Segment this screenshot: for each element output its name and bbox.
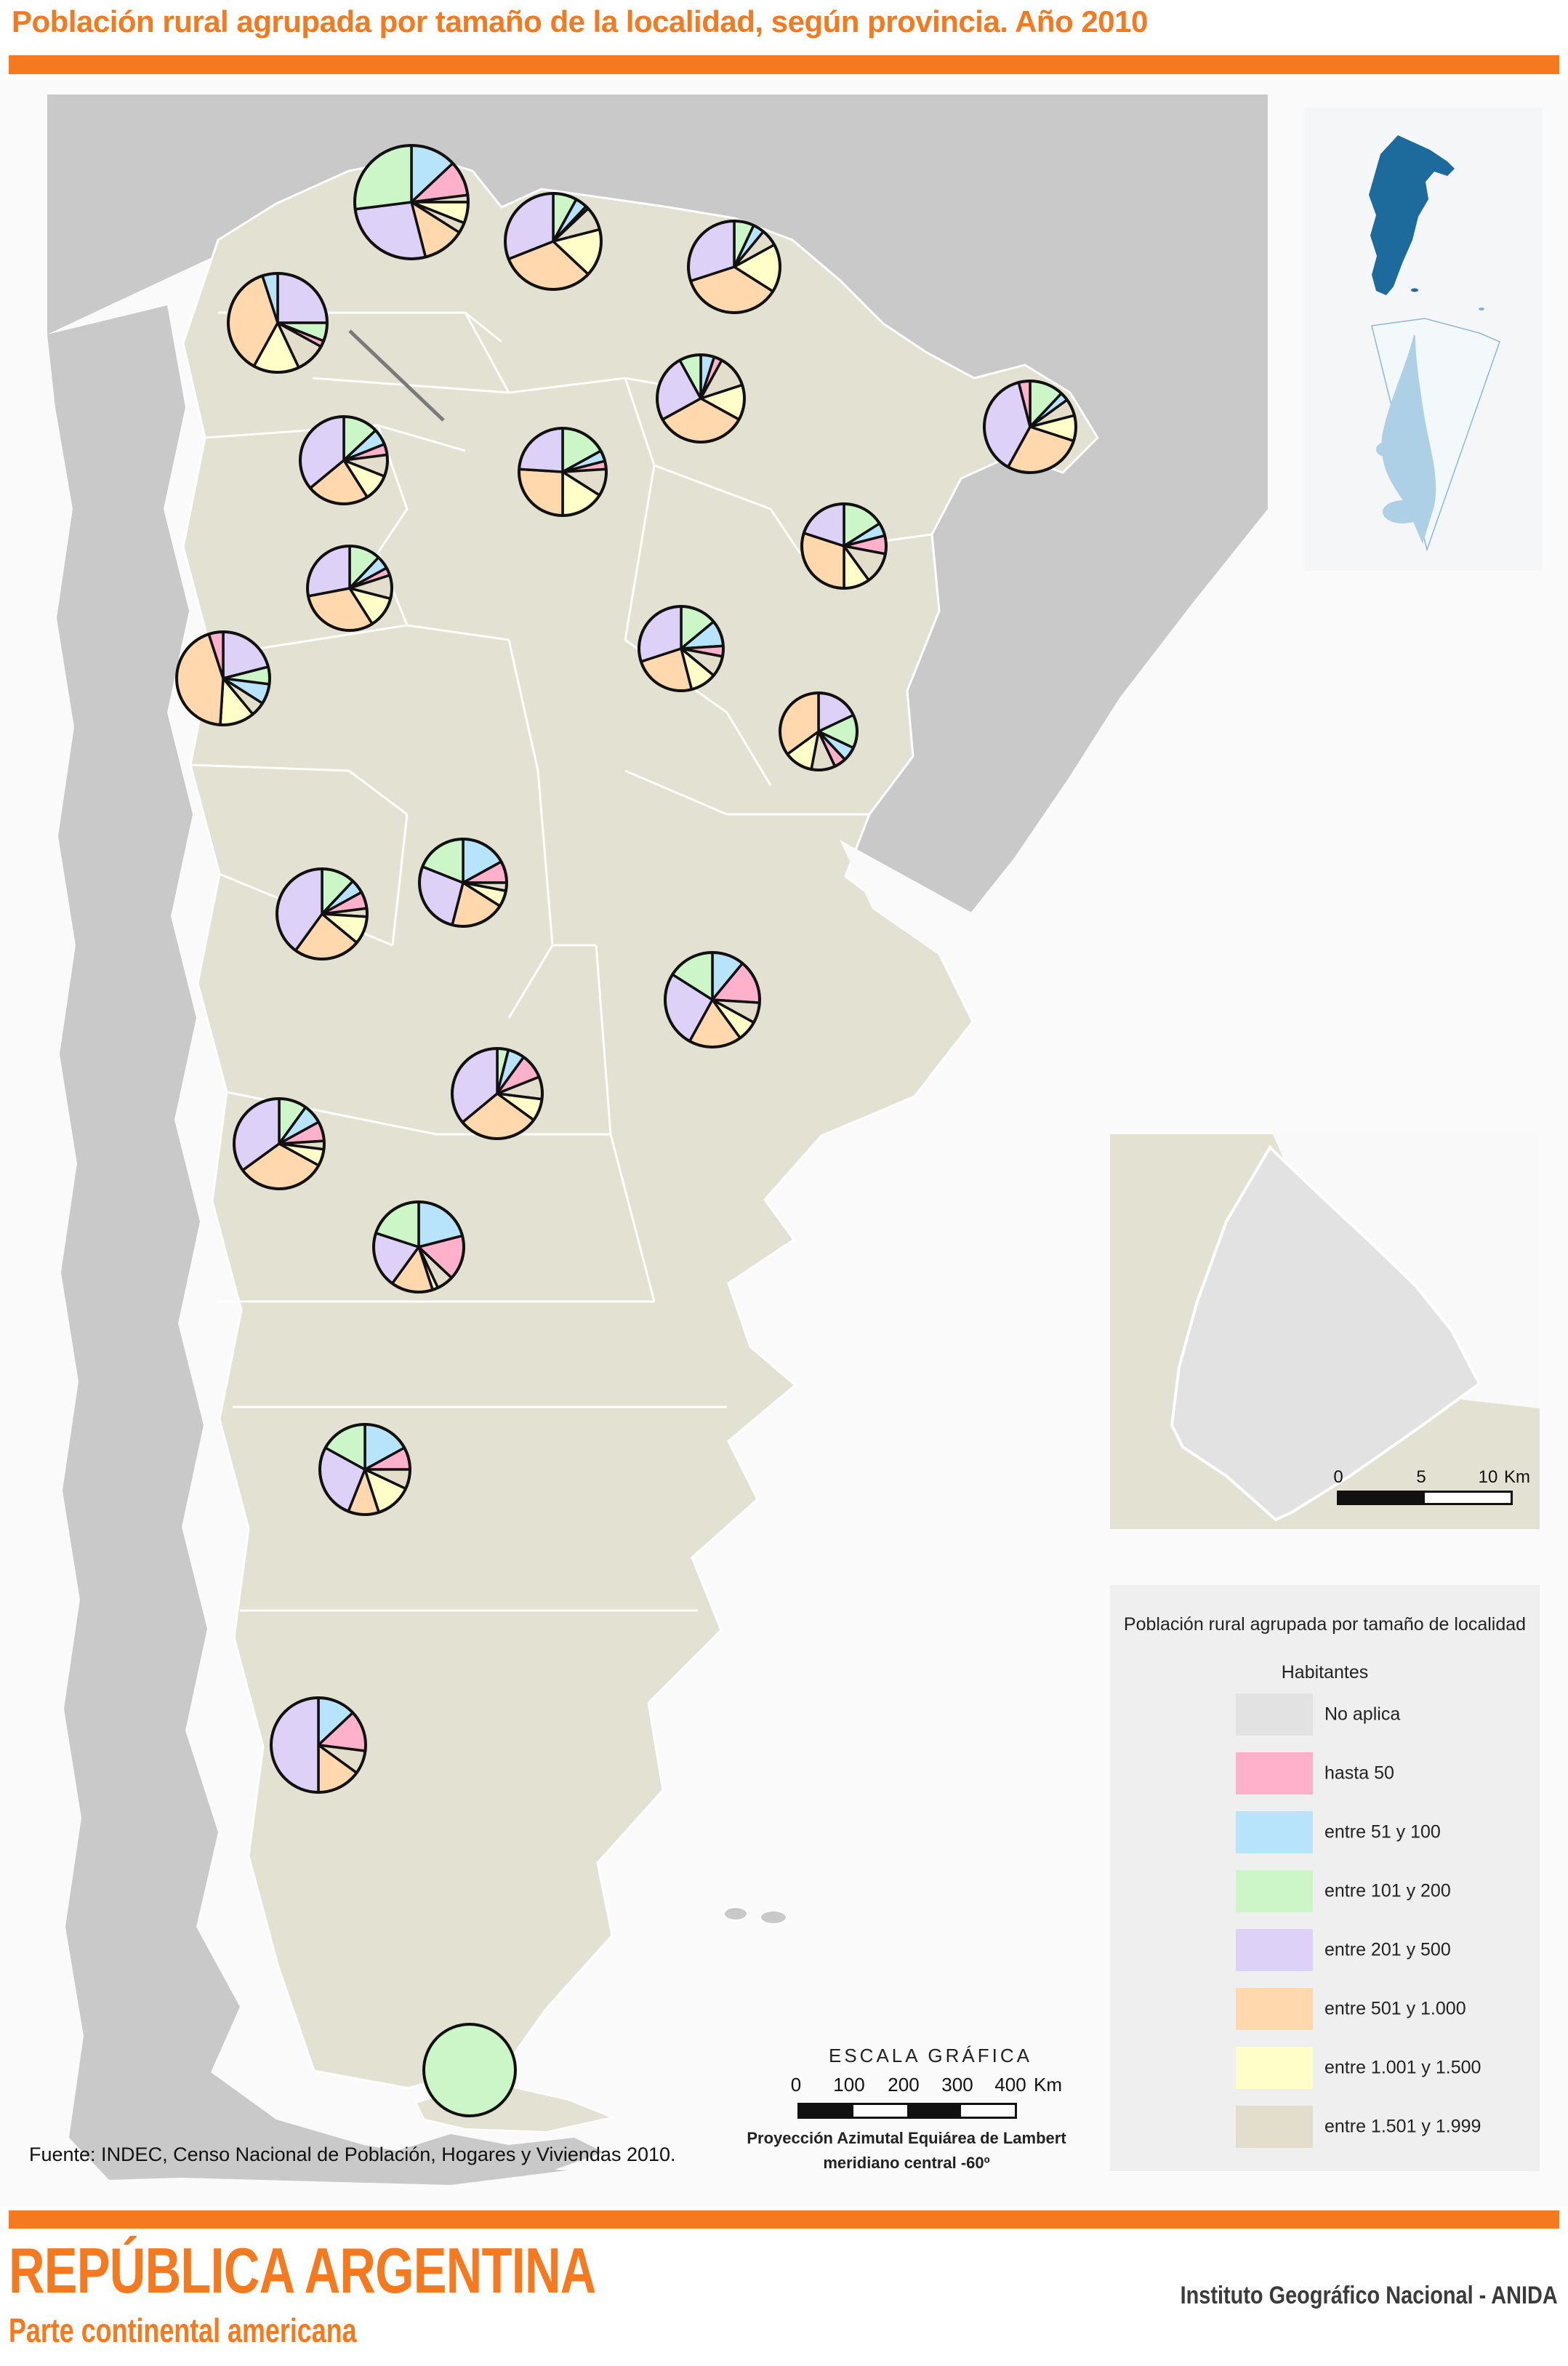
- projection-line-2: meridiano central -60º: [823, 2154, 990, 2172]
- province-pie-charts: [175, 144, 1077, 2117]
- malvinas-east-island: [760, 1910, 787, 1925]
- pie-22-slice: [422, 2023, 517, 2117]
- legend-subtitle: Habitantes: [1281, 1662, 1369, 1683]
- title-rule: [9, 55, 1559, 74]
- footer-subtitle: Parte continental americana: [9, 2311, 357, 2349]
- legend-label: entre 1.001 y 1.500: [1324, 2057, 1481, 2078]
- leader-line: [348, 329, 445, 422]
- legend-item: entre 1.501 y 1.999: [1110, 2106, 1540, 2148]
- pie-10-outline: [800, 502, 888, 590]
- legend-swatch: [1236, 1929, 1313, 1971]
- legend-swatch: [1236, 1870, 1313, 1912]
- scale-tick-100: 100: [833, 2074, 865, 2096]
- neighbor-chile-strip: [47, 305, 567, 2185]
- scale-tick-400: 400: [994, 2074, 1026, 2096]
- caba-scale-tick-5: 5: [1416, 1467, 1426, 1487]
- pie-5-outline: [656, 353, 746, 444]
- pie-9-outline: [306, 545, 393, 632]
- neighbor-tdf-south: [393, 2134, 603, 2174]
- caba-city-polygon: [1170, 1144, 1481, 1522]
- pie-18-outline: [233, 1097, 326, 1190]
- footer-title: REPÚBLICA ARGENTINA: [9, 2234, 596, 2306]
- pie-6-outline: [983, 380, 1077, 474]
- pie-15-outline: [418, 838, 508, 928]
- legend-panel: Población rural agrupada por tamaño de l…: [1110, 1585, 1540, 2171]
- scale-tick-200: 200: [888, 2074, 920, 2096]
- locator-malvinas: [1411, 288, 1418, 292]
- caba-map: [1170, 1134, 1540, 1522]
- legend-swatch: [1236, 1811, 1313, 1853]
- pie-3-outline: [687, 220, 781, 314]
- caba-scale-seg-black: [1339, 1493, 1425, 1503]
- rio-de-la-plata: [840, 840, 1018, 974]
- legend-label: entre 51 y 100: [1324, 1821, 1441, 1842]
- locator-inset: [1305, 108, 1543, 571]
- pie-7-outline: [299, 415, 389, 505]
- caba-scale-tick-10: 10: [1478, 1467, 1498, 1487]
- pie-8-outline: [518, 427, 608, 517]
- caba-river: [1273, 1134, 1540, 1408]
- scale-bar: [797, 2103, 1017, 2119]
- locator-argentina-silhouette: [1369, 135, 1455, 295]
- caba-scale-tick-0: 0: [1333, 1467, 1343, 1487]
- legend-label: entre 1.501 y 1.999: [1324, 2116, 1481, 2137]
- locator-antarctic-islands: [1376, 442, 1396, 457]
- scale-seg-2: [853, 2105, 907, 2117]
- pie-14-outline: [276, 867, 369, 961]
- neighbor-countries-north: [47, 95, 1268, 931]
- legend-label: hasta 50: [1324, 1763, 1394, 1784]
- source-note: Fuente: INDEC, Censo Nacional de Poblaci…: [29, 2144, 676, 2165]
- malvinas-west-island: [723, 1906, 748, 1921]
- argentina-provinces: [182, 155, 1099, 2090]
- locator-map: [1369, 135, 1500, 552]
- pie-11-outline: [175, 630, 271, 726]
- legend-item: entre 201 y 500: [1110, 1929, 1540, 1971]
- legend-label: entre 201 y 500: [1324, 1939, 1451, 1960]
- pie-2-outline: [504, 192, 603, 291]
- scale-seg-4: [961, 2105, 1015, 2117]
- legend-item: entre 51 y 100: [1110, 1811, 1540, 1853]
- legend-swatch: [1236, 1693, 1313, 1736]
- scale-tick-300: 300: [941, 2074, 973, 2096]
- legend-item: entre 101 y 200: [1110, 1870, 1540, 1912]
- caba-scale-unit: Km: [1504, 1467, 1530, 1487]
- legend-swatch: [1236, 1988, 1313, 2030]
- legend-title: Población rural agrupada por tamaño de l…: [1123, 1614, 1527, 1635]
- locator-south-georgia: [1479, 308, 1484, 310]
- scale-title: ESCALA GRÁFICA: [829, 2045, 1032, 2066]
- pie-1-outline: [353, 144, 470, 260]
- page-title: Población rural agrupada por tamaño de l…: [12, 4, 1148, 39]
- scale-seg-3: [907, 2105, 961, 2117]
- pie-19-outline: [372, 1200, 465, 1294]
- legend-label: entre 501 y 1.000: [1324, 1998, 1466, 2019]
- pie-12-outline: [638, 605, 725, 692]
- legend-item: entre 501 y 1.000: [1110, 1988, 1540, 2030]
- footer-rule: [9, 2210, 1559, 2229]
- locator-antarctic-peninsula: [1381, 334, 1436, 544]
- legend-item: No aplica: [1110, 1693, 1540, 1736]
- scale-tick-0: 0: [790, 2074, 802, 2096]
- footer-credit: Instituto Geográfico Nacional - ANIDA: [1180, 2282, 1558, 2309]
- legend-swatch: [1236, 1752, 1313, 1794]
- pie-20-outline: [318, 1423, 411, 1516]
- pie-13-outline: [779, 691, 859, 771]
- scale-unit: Km: [1034, 2074, 1062, 2096]
- legend-item: hasta 50: [1110, 1752, 1540, 1794]
- caba-scale-seg-white: [1425, 1493, 1511, 1503]
- legend-swatch: [1236, 2047, 1313, 2089]
- caba-inset: 0 5 10 Km: [1110, 1134, 1540, 1529]
- legend-item: entre 1.001 y 1.500: [1110, 2047, 1540, 2089]
- caba-scale-bar: [1337, 1491, 1513, 1505]
- locator-antarctic-mass: [1383, 500, 1423, 524]
- pie-21-outline: [270, 1696, 367, 1794]
- legend-label: entre 101 y 200: [1324, 1880, 1451, 1901]
- pie-16-outline: [664, 951, 761, 1048]
- projection-line-1: Proyección Azimutal Equiárea de Lambert: [747, 2129, 1066, 2147]
- pie-4-outline: [227, 272, 329, 374]
- legend-label: No aplica: [1324, 1704, 1401, 1725]
- legend-swatch: [1236, 2106, 1313, 2148]
- pie-17-outline: [451, 1047, 544, 1140]
- scale-seg-1: [800, 2105, 853, 2117]
